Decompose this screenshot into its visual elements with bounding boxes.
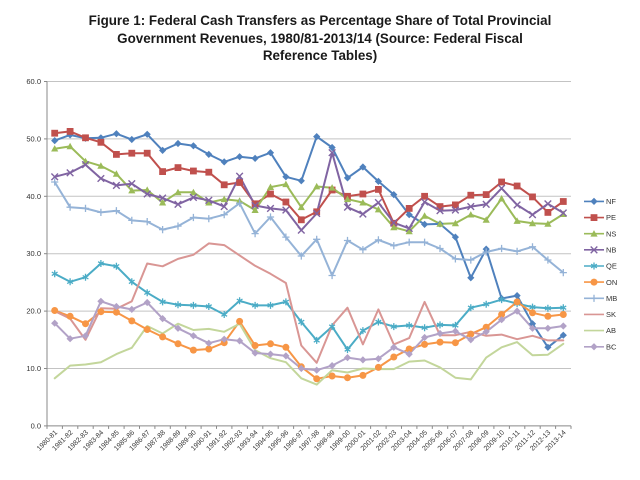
svg-text:SK: SK bbox=[606, 310, 616, 319]
svg-text:10.0: 10.0 bbox=[26, 364, 41, 373]
svg-text:50.0: 50.0 bbox=[26, 134, 41, 143]
svg-text:20.0: 20.0 bbox=[26, 307, 41, 316]
svg-text:40.0: 40.0 bbox=[26, 192, 41, 201]
svg-text:0.0: 0.0 bbox=[31, 421, 41, 430]
svg-text:ON: ON bbox=[606, 278, 617, 287]
svg-text:BC: BC bbox=[606, 342, 617, 351]
svg-text:AB: AB bbox=[606, 326, 616, 335]
svg-text:QE: QE bbox=[606, 262, 617, 271]
svg-text:NB: NB bbox=[606, 245, 616, 254]
svg-text:MB: MB bbox=[606, 294, 617, 303]
svg-text:30.0: 30.0 bbox=[26, 249, 41, 258]
svg-text:NF: NF bbox=[606, 197, 616, 206]
svg-text:NS: NS bbox=[606, 229, 616, 238]
svg-text:PE: PE bbox=[606, 213, 616, 222]
svg-text:60.0: 60.0 bbox=[26, 77, 41, 86]
